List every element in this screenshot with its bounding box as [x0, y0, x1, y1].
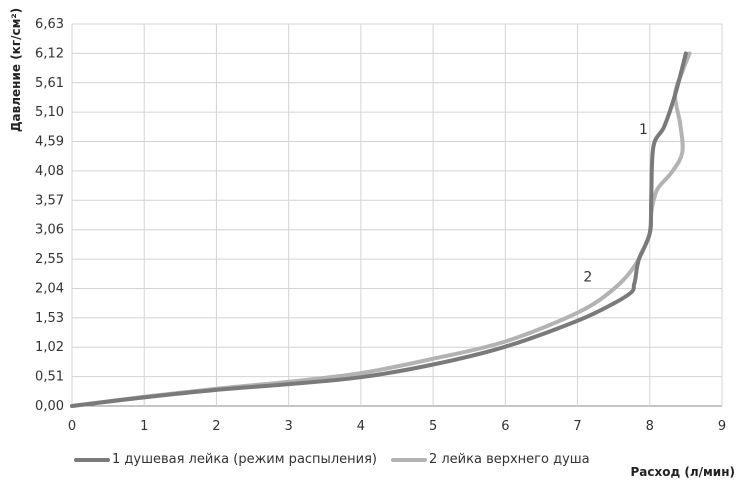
- y-tick-label: 4,59: [35, 135, 64, 150]
- y-tick-label: 1,02: [35, 340, 64, 355]
- y-tick-label: 2,04: [35, 281, 64, 296]
- x-tick-label: 6: [501, 419, 509, 434]
- y-tick-label: 5,10: [35, 105, 64, 120]
- legend-item-series-2: 2 лейка верхнего душа: [390, 452, 590, 467]
- y-tick-label: 6,12: [35, 46, 64, 61]
- y-tick-label: 5,61: [35, 76, 64, 91]
- curve-label-2: 2: [583, 270, 592, 286]
- x-tick-label: 8: [646, 419, 654, 434]
- x-tick-label: 0: [68, 419, 76, 434]
- y-tick-label: 0,51: [35, 370, 64, 385]
- y-tick-label: 2,55: [35, 252, 64, 267]
- curve-label-1: 1: [639, 122, 648, 138]
- y-axis-title: Давление (кг/см²): [9, 8, 23, 132]
- legend: 1 душевая лейка (режим распыления) 2 лей…: [74, 452, 604, 467]
- y-tick-label: 0,00: [35, 399, 64, 414]
- x-tick-label: 4: [357, 419, 365, 434]
- x-tick-label: 9: [718, 419, 726, 434]
- x-axis-title: Расход (л/мин): [630, 465, 735, 479]
- x-tick-label: 1: [140, 419, 148, 434]
- series-lines: [70, 51, 692, 408]
- x-tick-label: 7: [573, 419, 581, 434]
- series-line-2: [70, 51, 692, 408]
- legend-swatch-series-1: [74, 457, 110, 462]
- y-tick-label: 3,57: [35, 193, 64, 208]
- grid: [71, 23, 723, 407]
- y-tick-label: 3,06: [35, 223, 64, 238]
- legend-swatch-series-2: [390, 457, 427, 462]
- y-axis-ticks: 0,00 0,51 1,02 1,53 2,04 2,55 3,06 3,57 4,08 4,59…: [35, 17, 64, 414]
- y-tick-label: 1,53: [35, 311, 64, 326]
- legend-item-series-1: 1 душевая лейка (режим распыления): [74, 452, 377, 467]
- x-axis-ticks: 0 1 2 3 4 5 6 7 8 9: [68, 419, 726, 434]
- x-tick-label: 5: [429, 419, 437, 434]
- y-tick-label: 6,63: [35, 17, 64, 32]
- curve-labels: 12: [583, 122, 648, 285]
- legend-label-series-2: 2 лейка верхнего душа: [428, 452, 590, 467]
- x-tick-label: 3: [285, 419, 293, 434]
- legend-label-series-1: 1 душевая лейка (режим распыления): [112, 452, 377, 467]
- y-tick-label: 4,08: [35, 164, 64, 179]
- series-line-1: [70, 51, 688, 408]
- x-tick-label: 2: [212, 419, 220, 434]
